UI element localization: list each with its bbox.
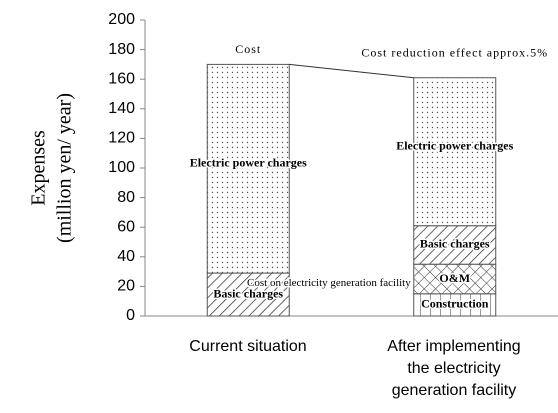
y-axis-label: Expenses	[28, 130, 50, 206]
y-tick-label: 100	[108, 159, 135, 176]
segment-label: O&M	[439, 271, 470, 285]
y-axis-label: (million yen/ year)	[54, 93, 76, 243]
annotation: Cost reduction effect approx.5%	[361, 45, 548, 59]
y-tick-label: 20	[117, 278, 135, 295]
y-tick-label: 60	[117, 218, 135, 235]
y-tick-label: 180	[108, 41, 135, 58]
y-tick-label: 40	[117, 248, 135, 265]
segment-label: Basic charges	[420, 237, 490, 251]
y-tick-label: 140	[108, 100, 135, 117]
y-tick-label: 0	[126, 307, 135, 324]
bar-segment	[206, 63, 290, 274]
bar-segment	[413, 263, 497, 295]
segment-label: Electric power charges	[396, 138, 513, 152]
y-tick-label: 200	[108, 11, 135, 28]
x-tick-label: Current situation	[189, 338, 307, 355]
segment-label: Construction	[421, 297, 489, 311]
annotation: Cost on electricity generation facility	[247, 277, 411, 289]
bar-segment	[206, 272, 290, 317]
segment-label: Basic charges	[213, 286, 283, 300]
bar-segment	[413, 225, 497, 265]
annotation: Cost	[235, 42, 261, 56]
y-tick-label: 80	[117, 189, 135, 206]
x-tick-label: After implementing the electricity gener…	[387, 338, 521, 399]
y-tick-label: 160	[108, 70, 135, 87]
y-tick-label: 120	[108, 130, 135, 147]
bar-segment	[413, 77, 497, 227]
connector	[289, 63, 414, 79]
segment-label: Electric power charges	[190, 155, 307, 169]
